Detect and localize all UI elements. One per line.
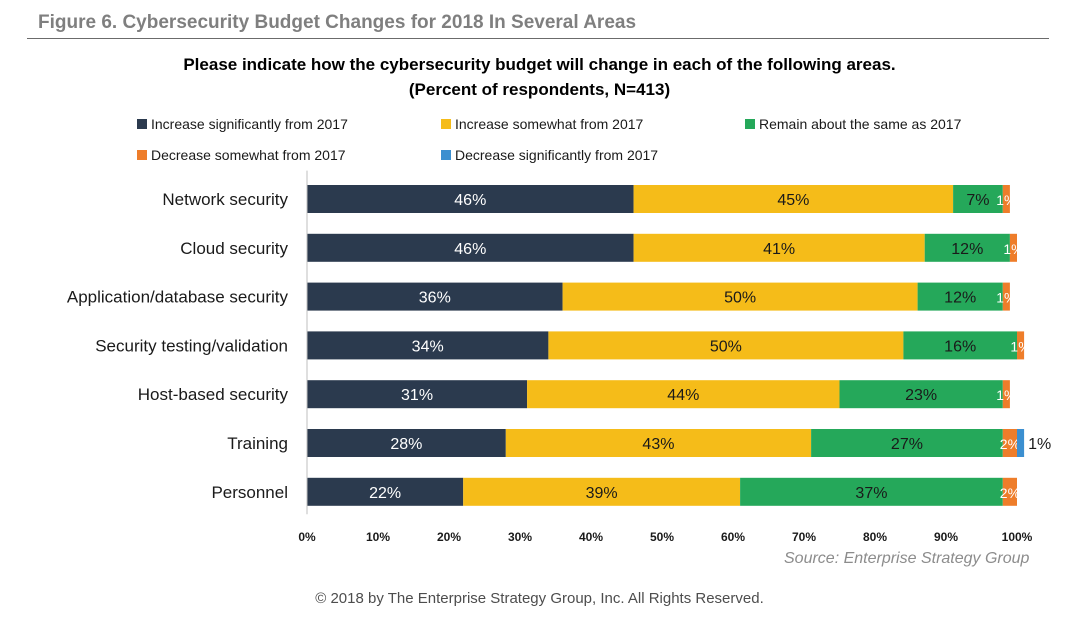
bar-segment: [307, 185, 634, 213]
data-label: 23%: [905, 387, 937, 404]
data-label: 50%: [724, 290, 756, 307]
data-label: 1%: [996, 192, 1016, 208]
x-tick-label: 70%: [792, 530, 816, 544]
legend-item-increase-somewhat: Increase somewhat from 2017: [441, 116, 643, 132]
data-label: 28%: [390, 436, 422, 453]
bar-segment: [1002, 429, 1017, 457]
data-label: 27%: [891, 436, 923, 453]
x-tick-label: 40%: [579, 530, 603, 544]
x-tick-label: 60%: [721, 530, 745, 544]
data-label: 46%: [454, 241, 486, 258]
data-label: 50%: [710, 338, 742, 355]
data-label: 41%: [763, 241, 795, 258]
bar-segment: [505, 429, 812, 457]
x-tick-label: 20%: [437, 530, 461, 544]
x-tick-label: 90%: [934, 530, 958, 544]
header-divider: [27, 38, 1049, 39]
data-label: 1%: [1028, 436, 1051, 453]
data-label: 39%: [586, 485, 618, 502]
legend-label: Increase somewhat from 2017: [455, 116, 644, 132]
bar-segment: [1002, 380, 1010, 409]
data-label: 1%: [996, 290, 1016, 306]
bar-segment: [307, 282, 563, 311]
category-label: Network security: [162, 190, 288, 209]
data-label: 34%: [412, 338, 444, 355]
bar-segment: [527, 380, 840, 409]
data-label: 45%: [777, 192, 809, 209]
x-tick-label: 100%: [1002, 530, 1033, 544]
bar-segment: [839, 380, 1003, 409]
bar-segment: [811, 429, 1003, 457]
data-label: 1%: [996, 387, 1016, 403]
bar-segment: [1002, 477, 1017, 506]
source-note: Source: Enterprise Strategy Group: [784, 550, 1030, 567]
bar-segment: [924, 233, 1010, 262]
data-label: 16%: [944, 338, 976, 355]
legend-label: Decrease significantly from 2017: [455, 147, 659, 163]
data-label: 12%: [951, 241, 983, 258]
copyright-notice: © 2018 by The Enterprise Strategy Group,…: [315, 590, 764, 607]
bar-segment: [1002, 282, 1010, 311]
legend-swatch: [137, 119, 147, 129]
data-label: 2%: [1000, 436, 1020, 452]
legend-swatch: [137, 150, 147, 160]
data-label: 7%: [966, 192, 989, 209]
legend-label: Decrease somewhat from 2017: [151, 147, 346, 163]
bar-segment: [307, 429, 506, 457]
data-label: 2%: [1000, 485, 1020, 501]
data-label: 22%: [369, 485, 401, 502]
legend-swatch: [441, 119, 451, 129]
bar-segment: [1017, 331, 1025, 360]
x-tick-label: 0%: [298, 530, 316, 544]
bar-segment: [463, 477, 741, 506]
data-label: 1%: [1003, 241, 1023, 257]
data-label: 36%: [419, 290, 451, 307]
legend-item-decrease-significantly: Decrease significantly from 2017: [441, 147, 658, 163]
x-tick-label: 30%: [508, 530, 532, 544]
category-label: Training: [227, 434, 288, 453]
legend-label: Remain about the same as 2017: [759, 116, 962, 132]
bar-segment: [633, 233, 925, 262]
category-label: Security testing/validation: [95, 336, 288, 355]
bar-segment: [917, 282, 1003, 311]
data-label: 31%: [401, 387, 433, 404]
data-label: 46%: [454, 192, 486, 209]
bar-segment: [1002, 185, 1010, 213]
x-tick-label: 80%: [863, 530, 887, 544]
data-label: 12%: [944, 290, 976, 307]
legend-swatch: [745, 119, 755, 129]
data-label: 37%: [855, 485, 887, 502]
category-label: Cloud security: [180, 239, 288, 258]
bar-segment: [633, 185, 954, 213]
legend-label: Increase significantly from 2017: [151, 116, 348, 132]
bar-segment: [307, 380, 528, 409]
bar-segment: [562, 282, 918, 311]
bar-segment: [307, 233, 634, 262]
data-label: 44%: [667, 387, 699, 404]
data-label: 1%: [1010, 338, 1030, 354]
bar-segment: [1017, 429, 1025, 457]
bar-segment: [307, 477, 464, 506]
x-tick-label: 10%: [366, 530, 390, 544]
legend-item-remain-same: Remain about the same as 2017: [745, 116, 961, 132]
bar-segment: [1009, 233, 1017, 262]
bar-segment: [953, 185, 1003, 213]
bar-segment: [740, 477, 1003, 506]
x-tick-label: 50%: [650, 530, 674, 544]
chart-title: Please indicate how the cybersecurity bu…: [183, 55, 896, 74]
chart-subtitle: (Percent of respondents, N=413): [408, 80, 671, 99]
category-label: Application/database security: [67, 288, 289, 307]
legend-item-decrease-somewhat: Decrease somewhat from 2017: [137, 147, 346, 163]
bar-segment: [903, 331, 1017, 360]
category-label: Host-based security: [138, 385, 289, 404]
bar-segment: [548, 331, 904, 360]
category-label: Personnel: [211, 483, 288, 502]
bar-segment: [307, 331, 549, 360]
data-label: 43%: [642, 436, 674, 453]
legend-item-increase-significantly: Increase significantly from 2017: [137, 116, 348, 132]
legend-swatch: [441, 150, 451, 160]
figure-header: Figure 6. Cybersecurity Budget Changes f…: [38, 12, 637, 33]
